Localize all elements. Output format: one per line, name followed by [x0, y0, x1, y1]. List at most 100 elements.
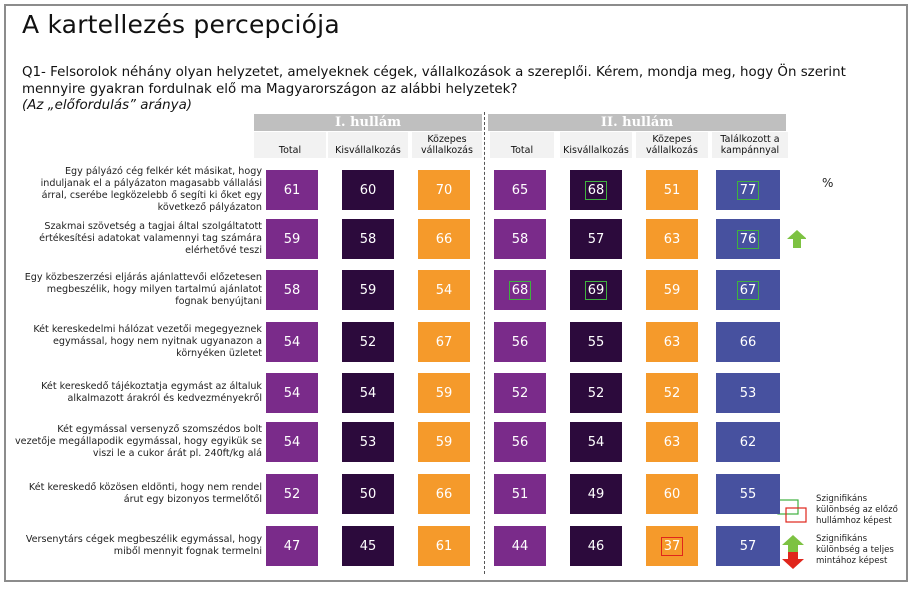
- data-cell: 63: [646, 322, 698, 362]
- data-value: 63: [663, 334, 681, 350]
- data-cell: 61: [418, 526, 470, 566]
- data-cell: 37: [646, 526, 698, 566]
- data-value: 58: [283, 282, 301, 298]
- data-value: 54: [587, 434, 605, 450]
- data-cell: 45: [342, 526, 394, 566]
- question-text: Q1- Felsorolok néhány olyan helyzetet, a…: [22, 65, 846, 97]
- data-cell: 62: [716, 422, 780, 462]
- data-value: 55: [739, 486, 757, 502]
- data-value: 58: [511, 231, 529, 247]
- data-value: 54: [283, 434, 301, 450]
- row-label: Egy pályázó cég felkér két másikat, hogy…: [40, 166, 262, 213]
- data-cell: 54: [342, 373, 394, 413]
- data-cell: 58: [494, 219, 546, 259]
- data-value: 65: [511, 182, 529, 198]
- chart-frame: [4, 4, 908, 582]
- data-value: 55: [587, 334, 605, 350]
- data-value: 60: [663, 486, 681, 502]
- column-header-w2-total: Total: [490, 132, 554, 158]
- wave1-header: I. hullám: [254, 114, 482, 131]
- data-cell: 58: [266, 270, 318, 310]
- column-header-w2-medium: Közepes vállalkozás: [636, 132, 708, 158]
- data-value: 67: [435, 334, 453, 350]
- data-cell: 59: [418, 373, 470, 413]
- data-cell: 56: [494, 322, 546, 362]
- data-value: 60: [359, 182, 377, 198]
- data-cell: 77: [716, 170, 780, 210]
- data-value: 54: [283, 385, 301, 401]
- data-cell: 59: [266, 219, 318, 259]
- wave-divider: [484, 112, 485, 574]
- data-cell: 54: [266, 422, 318, 462]
- row-label: Két kereskedelmi hálózat vezetői megegye…: [33, 324, 262, 359]
- data-cell: 53: [342, 422, 394, 462]
- data-value: 52: [359, 334, 377, 350]
- data-value: 77: [736, 180, 760, 200]
- data-value: 66: [739, 334, 757, 350]
- data-value: 69: [584, 280, 608, 300]
- data-cell: 47: [266, 526, 318, 566]
- data-cell: 54: [570, 422, 622, 462]
- data-value: 46: [587, 538, 605, 554]
- data-cell: 67: [716, 270, 780, 310]
- wave2-header: II. hullám: [488, 114, 786, 131]
- data-value: 45: [359, 538, 377, 554]
- data-value: 63: [663, 434, 681, 450]
- data-cell: 52: [494, 373, 546, 413]
- data-cell: 49: [570, 474, 622, 514]
- data-cell: 59: [342, 270, 394, 310]
- row-label: Két kereskedő közösen eldönti, hogy nem …: [28, 482, 262, 505]
- data-value: 61: [283, 182, 301, 198]
- up-arrow-icon: [787, 230, 806, 248]
- data-cell: 59: [646, 270, 698, 310]
- data-cell: 52: [646, 373, 698, 413]
- data-cell: 59: [418, 422, 470, 462]
- data-value: 53: [359, 434, 377, 450]
- row-label: Szakmai szövetség a tagjai által szolgál…: [39, 221, 262, 256]
- unit-label: %: [822, 176, 834, 190]
- data-cell: 44: [494, 526, 546, 566]
- total-diff-legend-text: Szignifikáns különbség a teljes mintához…: [816, 534, 894, 566]
- data-cell: 63: [646, 422, 698, 462]
- data-value: 68: [508, 280, 532, 300]
- data-value: 68: [584, 180, 608, 200]
- data-cell: 51: [646, 170, 698, 210]
- data-cell: 55: [716, 474, 780, 514]
- column-header-w1-small: Kisvállalkozás: [328, 132, 408, 158]
- data-value: 52: [511, 385, 529, 401]
- data-value: 59: [663, 282, 681, 298]
- data-value: 76: [736, 229, 760, 249]
- data-value: 52: [587, 385, 605, 401]
- data-value: 58: [359, 231, 377, 247]
- data-value: 59: [359, 282, 377, 298]
- data-value: 44: [511, 538, 529, 554]
- data-value: 62: [739, 434, 757, 450]
- data-value: 66: [435, 231, 453, 247]
- data-value: 53: [739, 385, 757, 401]
- column-header-w1-total: Total: [254, 132, 326, 158]
- data-value: 52: [283, 486, 301, 502]
- column-header-w2-small: Kisvállalkozás: [560, 132, 632, 158]
- row-label: Két egymással versenyző szomszédos bolt …: [15, 424, 262, 459]
- data-value: 67: [736, 280, 760, 300]
- data-cell: 52: [266, 474, 318, 514]
- data-cell: 57: [716, 526, 780, 566]
- column-header-w1-medium: Közepes vállalkozás: [412, 132, 482, 158]
- data-cell: 69: [570, 270, 622, 310]
- data-value: 54: [435, 282, 453, 298]
- data-value: 54: [283, 334, 301, 350]
- data-cell: 51: [494, 474, 546, 514]
- data-value: 59: [283, 231, 301, 247]
- data-value: 37: [660, 536, 684, 556]
- data-value: 54: [359, 385, 377, 401]
- data-value: 51: [663, 182, 681, 198]
- data-cell: 70: [418, 170, 470, 210]
- data-value: 49: [587, 486, 605, 502]
- data-value: 57: [739, 538, 757, 554]
- data-value: 66: [435, 486, 453, 502]
- data-value: 59: [435, 385, 453, 401]
- data-cell: 76: [716, 219, 780, 259]
- data-cell: 54: [266, 322, 318, 362]
- column-header-w2-campaign: Találkozott a kampánnyal: [712, 132, 788, 158]
- data-cell: 67: [418, 322, 470, 362]
